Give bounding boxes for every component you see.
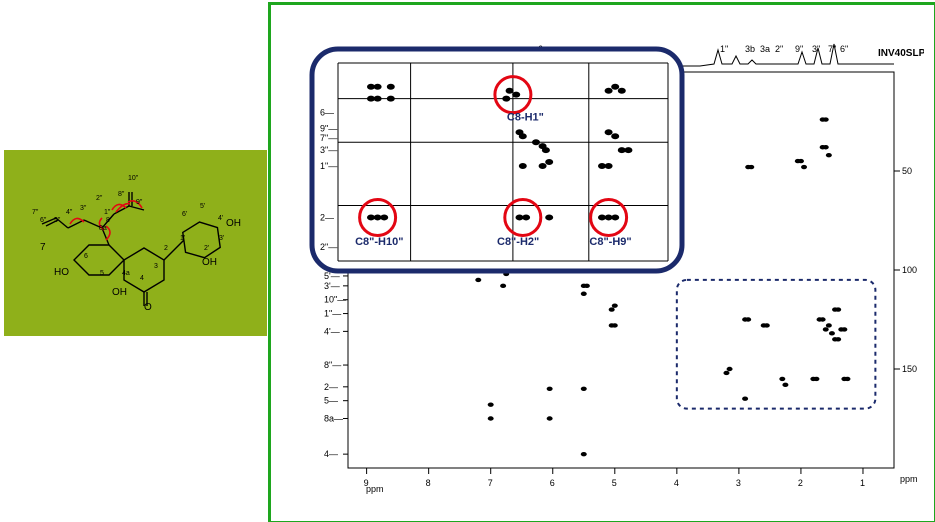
- svg-text:3: 3: [736, 478, 741, 488]
- svg-text:C8"-H9": C8"-H9": [589, 236, 631, 248]
- svg-text:8a: 8a: [99, 225, 107, 232]
- svg-text:5: 5: [100, 270, 104, 277]
- svg-text:7: 7: [40, 242, 46, 253]
- svg-text:1"—: 1"—: [324, 309, 341, 319]
- svg-text:10": 10": [128, 175, 139, 182]
- svg-text:5": 5": [54, 217, 61, 224]
- svg-text:2: 2: [164, 245, 168, 252]
- svg-text:2": 2": [96, 195, 103, 202]
- svg-text:9": 9": [795, 44, 803, 54]
- svg-text:3": 3": [812, 44, 820, 54]
- svg-text:3": 3": [80, 205, 87, 212]
- svg-text:2—: 2—: [320, 212, 334, 222]
- svg-text:8a—: 8a—: [324, 414, 343, 424]
- svg-text:2"—: 2"—: [320, 242, 337, 252]
- svg-text:O: O: [144, 302, 152, 313]
- svg-text:6: 6: [550, 478, 555, 488]
- svg-text:1': 1': [180, 235, 185, 242]
- svg-text:3a: 3a: [760, 44, 770, 54]
- svg-text:4'—: 4'—: [324, 326, 340, 336]
- svg-text:3b: 3b: [745, 44, 755, 54]
- svg-text:C8"-H2": C8"-H2": [497, 236, 539, 248]
- svg-text:4a: 4a: [122, 270, 130, 277]
- svg-text:1": 1": [104, 209, 111, 216]
- svg-text:1: 1: [860, 478, 865, 488]
- svg-text:5: 5: [612, 478, 617, 488]
- svg-text:9": 9": [136, 199, 143, 206]
- svg-text:100: 100: [902, 265, 917, 275]
- hmbc-inset: 6— 9"—7"— 3"— 1"— 2— 2"— C8-H1" C8"-H10" C8"-H2…: [308, 45, 686, 275]
- svg-text:1": 1": [720, 44, 728, 54]
- svg-text:2: 2: [798, 478, 803, 488]
- svg-text:6": 6": [40, 217, 47, 224]
- svg-text:10"—: 10"—: [324, 295, 346, 305]
- svg-text:7"—: 7"—: [320, 133, 337, 143]
- svg-text:3"—: 3"—: [320, 145, 337, 155]
- svg-text:8: 8: [106, 217, 110, 224]
- svg-text:5': 5': [200, 203, 205, 210]
- svg-text:OH: OH: [226, 218, 241, 229]
- svg-text:4': 4': [218, 215, 223, 222]
- svg-text:OH: OH: [202, 257, 217, 268]
- svg-text:C8"-H10": C8"-H10": [355, 236, 403, 248]
- svg-text:ppm: ppm: [900, 474, 918, 484]
- svg-text:8"—: 8"—: [324, 360, 341, 370]
- svg-text:9"—: 9"—: [320, 123, 337, 133]
- svg-text:8": 8": [118, 191, 125, 198]
- svg-text:7": 7": [32, 209, 39, 216]
- svg-text:4: 4: [674, 478, 679, 488]
- svg-text:2—: 2—: [324, 382, 338, 392]
- svg-text:7": 7": [828, 44, 836, 54]
- svg-text:3': 3': [219, 235, 224, 242]
- svg-text:150: 150: [902, 364, 917, 374]
- svg-text:OH: OH: [112, 287, 127, 298]
- svg-text:6": 6": [840, 44, 848, 54]
- svg-text:1"—: 1"—: [320, 161, 337, 171]
- svg-text:4: 4: [140, 275, 144, 282]
- svg-text:2': 2': [204, 245, 209, 252]
- svg-text:3'—: 3'—: [324, 281, 340, 291]
- svg-text:6': 6': [182, 211, 187, 218]
- svg-text:C8-H1": C8-H1": [507, 111, 544, 123]
- svg-text:4": 4": [66, 209, 73, 216]
- svg-text:HO: HO: [54, 267, 69, 278]
- svg-text:4—: 4—: [324, 449, 338, 459]
- svg-text:50: 50: [902, 166, 912, 176]
- svg-text:7: 7: [488, 478, 493, 488]
- svg-text:6: 6: [84, 253, 88, 260]
- svg-text:2": 2": [775, 44, 783, 54]
- svg-text:5—: 5—: [324, 396, 338, 406]
- svg-text:6—: 6—: [320, 108, 334, 118]
- plot-title: INV40SLPLAND: [878, 48, 924, 59]
- svg-text:3: 3: [154, 263, 158, 270]
- svg-text:ppm: ppm: [366, 484, 384, 494]
- molecule-panel: HO OH O OH OH 7 8a8 65 4a4 32 1'2' 3'4' …: [4, 150, 267, 336]
- svg-text:8: 8: [426, 478, 431, 488]
